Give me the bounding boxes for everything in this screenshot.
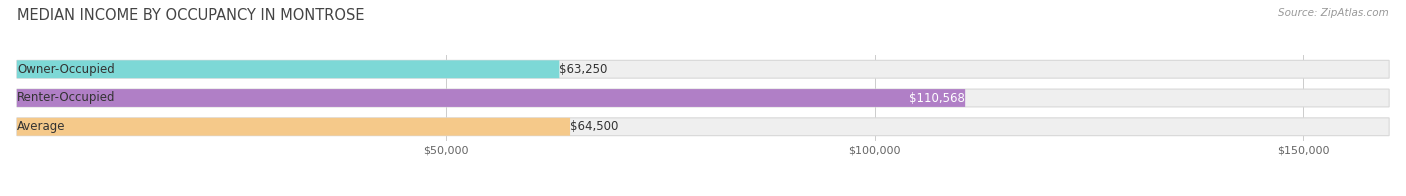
Text: Renter-Occupied: Renter-Occupied	[17, 92, 115, 104]
Text: Owner-Occupied: Owner-Occupied	[17, 63, 115, 76]
Text: $110,568: $110,568	[910, 92, 965, 104]
Text: $64,500: $64,500	[569, 120, 619, 133]
Text: $63,250: $63,250	[560, 63, 607, 76]
FancyBboxPatch shape	[17, 118, 569, 136]
FancyBboxPatch shape	[17, 89, 1389, 107]
FancyBboxPatch shape	[17, 118, 1389, 136]
FancyBboxPatch shape	[17, 89, 965, 107]
Text: MEDIAN INCOME BY OCCUPANCY IN MONTROSE: MEDIAN INCOME BY OCCUPANCY IN MONTROSE	[17, 8, 364, 23]
FancyBboxPatch shape	[17, 60, 1389, 78]
FancyBboxPatch shape	[17, 60, 560, 78]
Text: Source: ZipAtlas.com: Source: ZipAtlas.com	[1278, 8, 1389, 18]
Text: Average: Average	[17, 120, 65, 133]
